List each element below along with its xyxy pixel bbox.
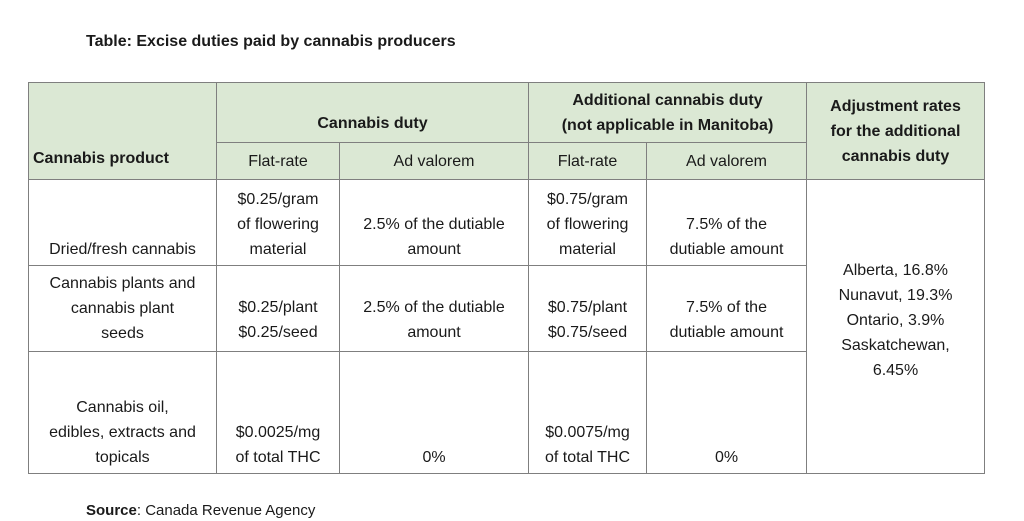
product-name: Cannabis plants and	[49, 275, 196, 292]
duty-adval-cell: 0%	[339, 351, 529, 474]
source-note: Source: Canada Revenue Agency	[86, 502, 315, 519]
cell-line: of total THC	[235, 449, 321, 466]
duty-flat-cell: $0.25/gram of flowering material	[216, 179, 340, 266]
add-flat-cell: $0.75/gram of flowering material	[528, 179, 647, 266]
header-additional-line2: (not applicable in Manitoba)	[561, 116, 774, 134]
cell-line: amount	[407, 324, 461, 341]
header-cannabis-product: Cannabis product	[28, 82, 217, 180]
product-cell: Dried/fresh cannabis	[28, 179, 217, 266]
product-name: Dried/fresh cannabis	[49, 241, 196, 258]
subheader-duty-flat-rate: Flat-rate	[216, 142, 340, 180]
duty-flat-cell: $0.0025/mg of total THC	[216, 351, 340, 474]
table-title: Table: Excise duties paid by cannabis pr…	[86, 33, 456, 50]
cell-line: of total THC	[544, 449, 631, 466]
table-row: Cannabis oil, edibles, extracts and topi…	[28, 351, 985, 474]
product-name: seeds	[101, 325, 144, 342]
header-additional-cannabis-duty: Additional cannabis duty (not applicable…	[528, 82, 807, 143]
product-name: edibles, extracts and	[49, 424, 196, 441]
product-name: cannabis plant	[70, 300, 175, 317]
cell-line: 2.5% of the dutiable	[363, 216, 505, 233]
product-cell: Cannabis plants and cannabis plant seeds	[28, 265, 217, 352]
table-row: Dried/fresh cannabis $0.25/gram of flowe…	[28, 179, 985, 474]
cell-line: $0.75/gram	[547, 191, 628, 208]
header-adjustment-line2: for the additional	[830, 122, 961, 140]
adjustment-rate: Ontario, 3.9%	[846, 312, 945, 329]
cell-line: $0.0025/mg	[235, 424, 321, 441]
cell-line: material	[559, 241, 616, 258]
cell-line: $0.25/seed	[238, 324, 318, 341]
header-adjustment-line1: Adjustment rates	[830, 97, 961, 115]
add-adval-cell: 7.5% of the dutiable amount	[646, 179, 807, 266]
cell-line: 2.5% of the dutiable	[363, 299, 505, 316]
excise-duties-table: Cannabis product Cannabis duty Additiona…	[28, 82, 985, 474]
cell-line: of flowering	[237, 216, 319, 233]
product-cell: Cannabis oil, edibles, extracts and topi…	[28, 351, 217, 474]
header-cannabis-duty: Cannabis duty	[216, 82, 529, 143]
cell-line: of flowering	[546, 216, 629, 233]
subheader-additional-ad-valorem: Ad valorem	[646, 142, 807, 180]
cell-line: amount	[407, 241, 461, 258]
cell-line: 7.5% of the	[686, 216, 767, 233]
duty-flat-cell: $0.25/plant $0.25/seed	[216, 265, 340, 352]
header-adjustment-line3: cannabis duty	[841, 147, 950, 165]
add-flat-cell: $0.75/plant $0.75/seed	[528, 265, 647, 352]
adjustment-rates-cell: Alberta, 16.8% Nunavut, 19.3% Ontario, 3…	[806, 179, 985, 474]
cell-line: material	[249, 241, 307, 258]
header-additional-line1: Additional cannabis duty	[572, 91, 763, 109]
add-adval-cell: 0%	[646, 351, 807, 474]
cell-line: $0.0075/mg	[545, 424, 630, 441]
table-row: Cannabis plants and cannabis plant seeds…	[28, 265, 985, 352]
source-text: : Canada Revenue Agency	[136, 502, 316, 519]
duty-adval-cell: 2.5% of the dutiable amount	[339, 179, 529, 266]
header-adjustment-rates: Adjustment rates for the additional cann…	[806, 82, 985, 180]
cell-line: 0%	[714, 449, 739, 466]
duty-adval-cell: 2.5% of the dutiable amount	[339, 265, 529, 352]
add-flat-cell: $0.0075/mg of total THC	[528, 351, 647, 474]
add-adval-cell: 7.5% of the dutiable amount	[646, 265, 807, 352]
adjustment-rate: Nunavut, 19.3%	[838, 287, 953, 304]
cell-line: 0%	[422, 449, 446, 466]
cell-line: dutiable amount	[669, 324, 784, 341]
cell-line: $0.75/seed	[547, 324, 628, 341]
product-name: Cannabis oil,	[76, 399, 169, 416]
source-label: Source	[86, 502, 137, 519]
adjustment-rate: 6.45%	[872, 362, 919, 379]
product-name: topicals	[95, 449, 150, 466]
adjustment-rate: Saskatchewan,	[841, 337, 950, 354]
cell-line: 7.5% of the	[686, 299, 767, 316]
cell-line: dutiable amount	[669, 241, 784, 258]
subheader-duty-ad-valorem: Ad valorem	[339, 142, 529, 180]
adjustment-rate: Alberta, 16.8%	[843, 262, 948, 279]
cell-line: $0.25/gram	[237, 191, 319, 208]
subheader-additional-flat-rate: Flat-rate	[528, 142, 647, 180]
cell-line: $0.25/plant	[238, 299, 318, 316]
cell-line: $0.75/plant	[547, 299, 628, 316]
